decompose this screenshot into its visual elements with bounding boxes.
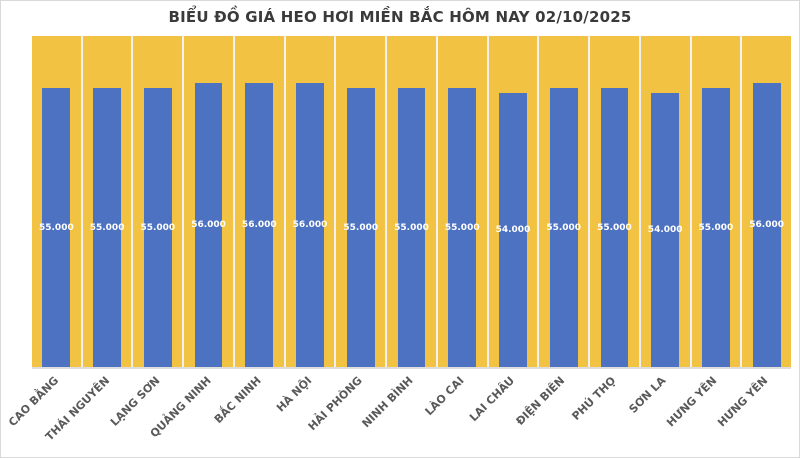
x-axis-label: SƠN LA [626,374,669,416]
bar-value-label: 55.000 [597,222,632,233]
bar: 55.000 [394,88,429,367]
bar-column: 54.000 [638,36,690,367]
bar-value-label: 56.000 [191,220,226,231]
x-axis-label: NINH BÌNH [359,374,416,431]
bar-column: 54.000 [486,36,538,367]
bar-column: 56.000 [740,36,792,367]
bar-column: 55.000 [689,36,741,367]
x-axis-label: PHÚ THỌ [569,374,619,423]
bar-value-label: 55.000 [89,222,125,233]
bar-column: 55.000 [131,36,183,367]
bar-value-label: 54.000 [647,225,683,236]
bar-column: 55.000 [334,36,386,367]
bar-value-label: 54.000 [495,225,531,236]
bar-value-label: 55.000 [140,222,176,233]
bar-column: 56.000 [182,36,233,367]
x-axis-label: HƯNG YÊN [714,374,770,430]
bar-column: 55.000 [385,36,436,367]
bar-value-label: 56.000 [241,220,277,231]
bar-column: 55.000 [80,36,132,367]
bar: 55.000 [699,88,733,367]
bar-column: 56.000 [283,36,335,367]
bar-value-label: 55.000 [698,222,734,233]
x-axis: CAO BẰNG THÁI NGUYÊN LẠNG SƠN QUẢNG NINH BẮC… [6,371,791,457]
bar-column: 55.000 [32,36,81,367]
bar-value-label: 55.000 [444,222,480,233]
bar: 56.000 [242,83,277,367]
bar: 55.000 [445,88,480,367]
x-axis-label: HÀ NỘI [274,374,315,415]
bar: 55.000 [140,88,175,367]
bar: 56.000 [293,83,327,367]
bar-column: 55.000 [588,36,639,367]
x-axis-label: HƯNG YÊN [664,374,720,430]
bar-value-label: 56.000 [292,220,328,231]
bar: 55.000 [597,88,632,367]
x-axis-label: LÀO CAI [422,374,467,419]
bar: 54.000 [648,93,683,367]
bar: 55.000 [90,88,124,367]
bar: 55.000 [39,88,74,367]
x-axis-label: ĐIỆN BIÊN [513,374,568,428]
bar-value-label: 55.000 [394,222,429,233]
bar: 56.000 [191,83,226,367]
bar: 55.000 [343,88,378,367]
x-axis-label: BẮC NINH [211,374,264,427]
bar-value-label: 55.000 [343,222,379,233]
bar: 56.000 [749,83,784,367]
bar-value-label: 55.000 [546,222,582,233]
x-axis-label: LAI CHÂU [466,374,517,425]
bar-value-label: 55.000 [38,222,74,233]
bar-column: 55.000 [537,36,589,367]
bar-value-label: 56.000 [749,220,785,231]
chart-title: BIỂU ĐỒ GIÁ HEO HƠI MIỀN BẮC HÔM NAY 02/… [168,8,632,26]
plot-area: 55.000 55.000 55.000 56.000 56.000 56.000 55.0… [32,36,792,369]
bar: 54.000 [496,93,530,367]
bar-column: 55.000 [435,36,487,367]
bar-column: 56.000 [232,36,284,367]
bar: 55.000 [546,88,581,367]
